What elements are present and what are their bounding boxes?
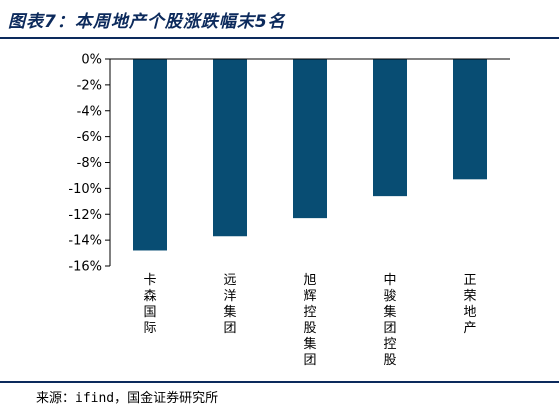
y-tick-label: -16% (68, 260, 102, 275)
chart-title-area: 图表7：本周地产个股涨跌幅末5名 (0, 0, 559, 36)
bar (213, 59, 247, 237)
y-tick-label: -12% (68, 208, 102, 223)
y-tick-label: -10% (68, 182, 102, 197)
y-tick-label: -14% (68, 234, 102, 249)
category-label: 旭辉控股集团 (303, 273, 316, 368)
bar (453, 59, 487, 180)
bar (293, 59, 327, 219)
title-divider (0, 37, 559, 39)
source-divider (0, 381, 559, 383)
bar (373, 59, 407, 197)
category-label: 卡森国际 (143, 273, 156, 336)
source-note: 来源：ifind，国金证券研究所 (36, 391, 219, 406)
y-tick-label: -4% (77, 104, 102, 119)
category-label: 中骏集团控股 (383, 273, 396, 368)
category-label: 远洋集团 (223, 273, 236, 336)
y-tick-label: 0% (81, 53, 102, 68)
chart-title: 图表7：本周地产个股涨跌幅末5名 (8, 12, 286, 32)
category-label: 正荣地产 (463, 273, 476, 336)
y-tick-label: -2% (77, 78, 102, 93)
y-tick-label: -8% (77, 156, 102, 171)
bar-chart: 0% -2% -4% -6% -8% -10% -12% -14% -16% 卡森国际 远洋集团 旭辉… (68, 53, 510, 368)
y-tick-label: -6% (77, 130, 102, 145)
bar (133, 59, 167, 251)
